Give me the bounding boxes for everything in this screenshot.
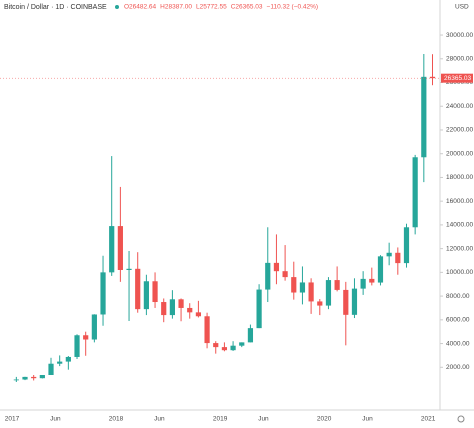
x-tick-label: Jun	[50, 416, 61, 423]
symbol-title: Bitcoin / Dollar · 1D · COINBASE	[4, 4, 107, 11]
candle-body	[265, 262, 271, 290]
candle-body	[13, 379, 19, 381]
candle-body	[429, 76, 436, 79]
candle-body	[117, 226, 123, 270]
ohlc-readout: O26482.64 H28387.00 L25772.55 C26365.03 −110…	[124, 4, 318, 11]
x-tick-label: 2017	[5, 416, 20, 423]
candle-body	[213, 343, 219, 348]
ohlc-value: L25772.55	[196, 4, 227, 11]
y-tick-label: 2000.00	[446, 364, 470, 371]
currency-label: USD	[455, 4, 469, 11]
ohlc-value: H28387.00	[160, 4, 192, 11]
candle-body	[91, 314, 97, 340]
candle-body	[22, 376, 28, 380]
candle-body	[334, 280, 340, 290]
y-tick-label: 26000.00	[446, 79, 473, 86]
candle-body	[39, 374, 45, 379]
x-tick-label: Jun	[258, 416, 269, 423]
candle-body	[126, 268, 132, 270]
candle-body	[74, 335, 80, 357]
candle-body	[57, 361, 63, 364]
candle-body	[256, 289, 262, 329]
x-tick-label: Jun	[362, 416, 373, 423]
candle-body	[204, 316, 210, 344]
y-tick-label: 10000.00	[446, 269, 473, 276]
y-tick-label: 14000.00	[446, 222, 473, 229]
y-tick-label: 16000.00	[446, 198, 473, 205]
x-tick-label: 2021	[421, 416, 436, 423]
y-tick-label: 18000.00	[446, 174, 473, 181]
candle-body	[403, 227, 410, 264]
candle-body	[282, 271, 288, 278]
y-tick-label: 12000.00	[446, 245, 473, 252]
candle-body	[109, 226, 115, 273]
candle-body	[143, 281, 149, 310]
y-tick-label: 28000.00	[446, 56, 473, 63]
candle-body	[360, 278, 366, 289]
candle-body	[273, 262, 280, 272]
candle-body	[152, 281, 158, 303]
candle-body	[395, 252, 401, 264]
candle-body	[412, 157, 418, 228]
candle-body	[187, 307, 193, 313]
candle-body	[195, 312, 202, 317]
settings-icon[interactable]	[457, 415, 465, 423]
ohlc-value: −110.32 (−0.42%)	[267, 4, 319, 11]
y-tick-label: 4000.00	[446, 340, 470, 347]
candle-body	[161, 302, 167, 316]
last-price-tag	[441, 73, 473, 83]
candle-body	[31, 376, 37, 379]
x-tick-label: 2018	[109, 416, 124, 423]
candle-body	[317, 301, 323, 306]
candle-body	[100, 272, 106, 315]
status-dot	[115, 5, 119, 9]
y-tick-label: 30000.00	[446, 32, 473, 39]
candle-body	[178, 299, 184, 308]
candle-body	[369, 278, 375, 283]
candle-body	[421, 76, 427, 158]
x-tick-label: Jun	[154, 416, 165, 423]
candle-body	[230, 345, 236, 351]
ohlc-value: O26482.64	[124, 4, 157, 11]
y-tick-label: 22000.00	[446, 127, 473, 134]
y-tick-label: 24000.00	[446, 103, 473, 110]
x-tick-label: 2019	[213, 416, 228, 423]
candle-body	[325, 280, 332, 306]
candle-body	[351, 288, 358, 315]
x-tick-label: 2020	[317, 416, 332, 423]
candle-body	[83, 335, 89, 340]
candle-body	[377, 256, 384, 283]
candle-body	[299, 282, 306, 293]
candle-body	[343, 289, 349, 315]
y-tick-label: 8000.00	[446, 293, 470, 300]
candle-body	[169, 299, 175, 316]
candle-body	[308, 282, 314, 302]
candle-body	[135, 268, 141, 310]
candle-body	[239, 342, 245, 346]
candle-body	[221, 347, 228, 351]
y-tick-label: 6000.00	[446, 317, 470, 324]
candle-body	[291, 277, 297, 293]
candle-body	[65, 356, 71, 362]
candle-body	[247, 328, 254, 343]
y-tick-label: 20000.00	[446, 150, 473, 157]
last-price-label: 26365.03	[444, 75, 471, 82]
candle-body	[386, 252, 392, 257]
candle-body	[48, 363, 54, 375]
ohlc-value: C26365.03	[231, 4, 263, 11]
